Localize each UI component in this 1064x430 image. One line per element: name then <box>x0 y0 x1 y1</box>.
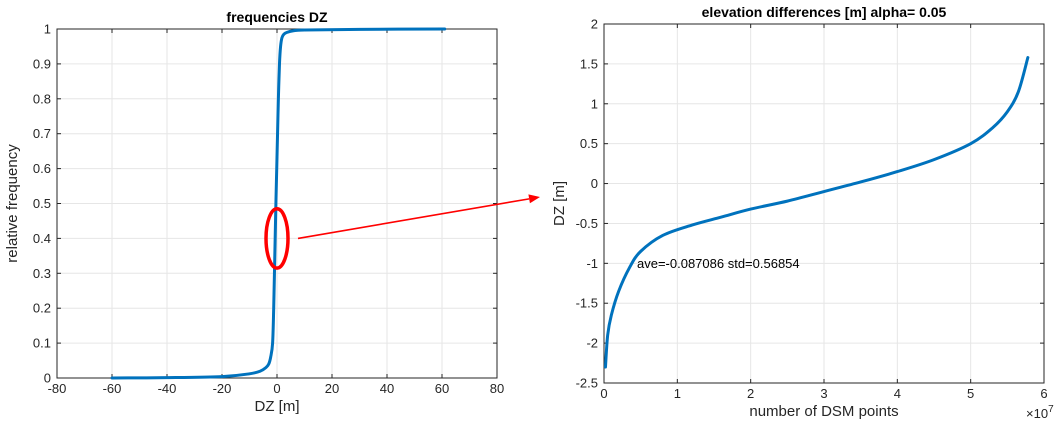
chart-title: frequencies DZ <box>226 9 328 25</box>
y-tick-label: 0.9 <box>33 56 51 71</box>
x-tick-label: -80 <box>48 381 67 396</box>
arrow-line <box>297 198 530 240</box>
y-axis-label: relative frequency <box>4 144 21 263</box>
y-tick-label: 0 <box>44 371 51 386</box>
series-line <box>110 27 447 380</box>
x-tick-label: 3 <box>820 386 827 401</box>
x-axis-multiplier-exponent: 7 <box>1048 404 1054 415</box>
y-tick-label: 0.7 <box>33 126 51 141</box>
x-tick-label: 20 <box>325 381 339 396</box>
y-tick-label: 0.6 <box>33 161 51 176</box>
x-axis-label: DZ [m] <box>255 398 300 415</box>
y-tick-label: -2.5 <box>576 376 598 391</box>
y-tick-label: 0.4 <box>33 231 51 246</box>
highlight-ellipse <box>264 206 290 270</box>
y-tick-label: 0.8 <box>33 91 51 106</box>
y-tick-label: 1 <box>44 22 51 37</box>
chart-elevation-differences: 0 1 2 3 4 5 6 -2.5 -2 -1.5 -1 -0.5 0 0.5 1 1.5 2 elevatio… <box>551 4 1054 421</box>
chart-frequencies: -80 -60 -40 -20 0 20 40 60 80 0 0.1 0.2 0.3 0.4 0.5 0.6… <box>4 9 504 415</box>
x-tick-label: 40 <box>380 381 394 396</box>
x-axis-multiplier-base: ×10 <box>1026 406 1048 421</box>
y-tick-label: -0.5 <box>576 216 598 231</box>
series-line <box>603 56 1030 369</box>
x-axis-label: number of DSM points <box>749 403 898 420</box>
x-tick-label: 0 <box>600 386 607 401</box>
x-tick-label: 1 <box>674 386 681 401</box>
y-tick-label: 1.5 <box>580 56 598 71</box>
y-tick-label: 0.2 <box>33 301 51 316</box>
x-tick-label: -40 <box>158 381 177 396</box>
x-tick-label: 5 <box>967 386 974 401</box>
x-tick-label: 2 <box>747 386 754 401</box>
x-tick-label: 60 <box>435 381 449 396</box>
y-tick-label: 0.5 <box>580 136 598 151</box>
x-tick-label: 0 <box>273 381 280 396</box>
y-tick-label: 0.5 <box>33 196 51 211</box>
callout-arrow <box>297 194 540 240</box>
y-tick-label: 0.1 <box>33 336 51 351</box>
x-tick-label: 80 <box>490 381 504 396</box>
x-axis-multiplier: ×107 <box>1026 404 1054 421</box>
y-tick-label: -1.5 <box>576 296 598 311</box>
y-tick-label: 2 <box>591 17 598 32</box>
y-tick-label: 1 <box>591 96 598 111</box>
y-tick-label: 0 <box>591 176 598 191</box>
x-tick-label: -60 <box>103 381 122 396</box>
y-axis-label: DZ [m] <box>551 181 568 226</box>
y-tick-label: -1 <box>586 256 598 271</box>
y-tick-label: -2 <box>586 336 598 351</box>
x-tick-label: 4 <box>894 386 901 401</box>
y-tick-label: 0.3 <box>33 266 51 281</box>
chart-title: elevation differences [m] alpha= 0.05 <box>702 4 947 20</box>
stats-annotation: ave=-0.087086 std=0.56854 <box>637 256 800 271</box>
x-tick-label: 6 <box>1040 386 1047 401</box>
arrow-head <box>528 194 540 204</box>
x-tick-label: -20 <box>213 381 232 396</box>
